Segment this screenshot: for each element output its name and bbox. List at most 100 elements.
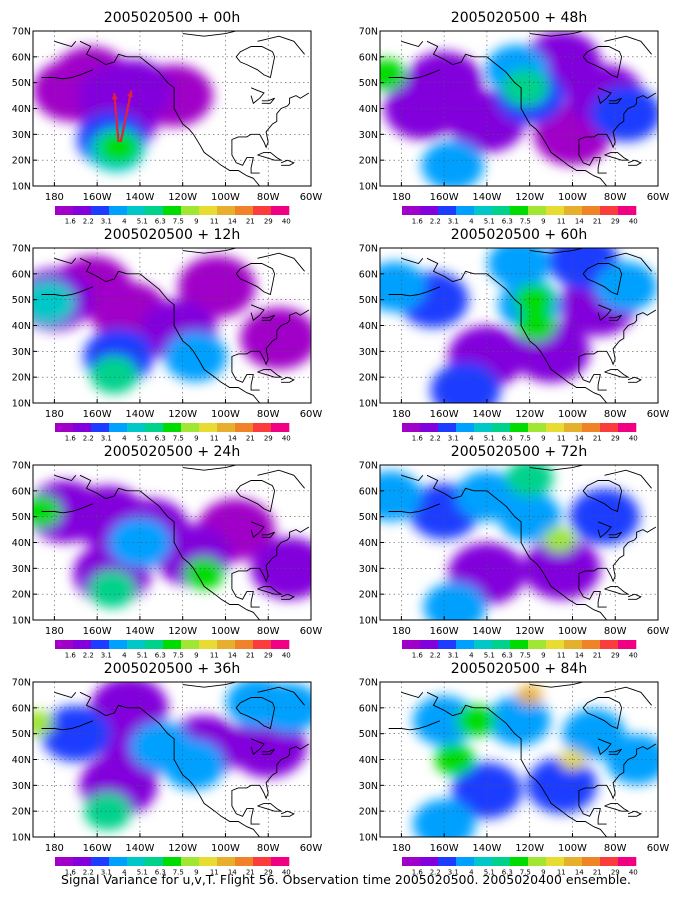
colorbar-swatch <box>145 857 164 866</box>
y-tick-label: 10N <box>12 616 31 627</box>
arrow-head <box>127 90 134 98</box>
y-tick-label: 60N <box>12 269 31 280</box>
variance-blob <box>380 261 427 312</box>
colorbar-swatch <box>181 206 200 215</box>
coastline <box>261 531 275 538</box>
colorbar-swatch <box>55 640 74 649</box>
colorbar-swatch <box>546 423 565 432</box>
colorbar-swatch <box>181 423 200 432</box>
x-tick-label: 180 <box>392 192 411 203</box>
colorbar-label: 9 <box>541 869 545 877</box>
y-tick-label: 30N <box>359 564 378 575</box>
y-tick-label: 50N <box>359 78 378 89</box>
y-tick-label: 70N <box>359 244 378 255</box>
colorbar-label: 6.3 <box>155 652 166 660</box>
colorbar-swatch <box>181 857 200 866</box>
coastline <box>604 686 652 706</box>
colorbar-label: 21 <box>246 652 255 660</box>
colorbar-swatch <box>564 423 583 432</box>
colorbar-label: 2.2 <box>83 218 94 226</box>
colorbar-label: 7.5 <box>173 652 184 660</box>
x-tick-label: 60W <box>300 409 323 420</box>
colorbar-swatch <box>528 857 547 866</box>
y-tick-label: 30N <box>12 564 31 575</box>
colorbar-label: 3.1 <box>101 435 112 443</box>
trajectory-arrow <box>113 92 120 143</box>
colorbar-label: 21 <box>246 435 255 443</box>
colorbar-label: 3.1 <box>448 869 459 877</box>
colorbar-swatch <box>235 640 254 649</box>
map-panel: 2005020500 + 60h 10N 20N 30N 40N 50N 60N 70N 180… <box>359 227 670 443</box>
colorbar-swatch <box>253 206 272 215</box>
y-tick-label: 50N <box>12 512 31 523</box>
colorbar-swatch <box>474 640 493 649</box>
colorbar-label: 11 <box>210 435 219 443</box>
coastline <box>578 92 657 149</box>
y-tick-label: 10N <box>359 182 378 193</box>
colorbar-swatch <box>127 640 146 649</box>
coastline <box>257 368 283 378</box>
colorbar-swatch <box>163 640 182 649</box>
variance-blob <box>523 537 601 600</box>
colorbar-label: 11 <box>557 652 566 660</box>
colorbar-swatch <box>528 206 547 215</box>
coastline <box>257 802 283 812</box>
x-tick-label: 100W <box>558 843 587 854</box>
colorbar-swatch <box>456 423 475 432</box>
coastlines <box>388 248 657 403</box>
coastline <box>280 159 295 166</box>
coastline <box>257 151 283 161</box>
colorbar-swatch <box>456 857 475 866</box>
colorbar-swatch <box>163 423 182 432</box>
x-tick-label: 100W <box>211 626 240 637</box>
coastline <box>79 691 261 837</box>
coastline <box>529 682 584 688</box>
colorbar-swatch <box>217 857 236 866</box>
coastline <box>231 743 310 800</box>
colorbar-swatch <box>582 640 601 649</box>
colorbar-label: 7.5 <box>520 218 531 226</box>
colorbar: 1.6 2.2 3.1 4 5.1 6.3 7.5 9 11 14 21 29 40 <box>55 857 291 877</box>
variance-blob <box>487 695 551 746</box>
coastline <box>280 810 295 817</box>
variance-blob <box>412 695 476 746</box>
colorbar-label: 40 <box>282 435 291 443</box>
colorbar: 1.6 2.2 3.1 4 5.1 6.3 7.5 9 11 14 21 29 40 <box>402 857 638 877</box>
x-tick-label: 140W <box>472 409 501 420</box>
coastline <box>280 376 295 383</box>
colorbar-swatch <box>492 423 511 432</box>
coastlines <box>41 682 310 837</box>
panel-title: 2005020500 + 24h <box>104 444 240 460</box>
y-tick-label: 50N <box>359 729 378 740</box>
variance-blob <box>590 85 658 142</box>
x-tick-label: 60W <box>647 843 670 854</box>
colorbar-swatch <box>235 423 254 432</box>
x-tick-label: 140W <box>472 192 501 203</box>
colorbar-label: 40 <box>629 435 638 443</box>
colorbar-swatch <box>145 423 164 432</box>
coastline <box>231 92 310 149</box>
coastline <box>597 521 612 539</box>
variance-field <box>380 31 658 186</box>
x-tick-label: 140W <box>472 843 501 854</box>
variance-blob <box>90 355 139 394</box>
coastline <box>231 526 310 583</box>
colorbar-swatch <box>109 640 128 649</box>
coastline <box>257 469 305 489</box>
colorbar-label: 3.1 <box>448 435 459 443</box>
coastline <box>257 252 305 272</box>
variance-blob <box>98 131 139 164</box>
colorbar-label: 1.6 <box>412 435 424 443</box>
colorbar-swatch <box>510 206 529 215</box>
colorbar-label: 2.2 <box>83 869 94 877</box>
colorbar-label: 5.1 <box>484 869 495 877</box>
coastline <box>182 682 237 688</box>
y-tick-label: 70N <box>12 244 31 255</box>
x-tick-label: 80W <box>604 626 627 637</box>
x-tick-label: 180 <box>45 192 64 203</box>
map-panel: 2005020500 + 36h 10N 20N 30N 40N 50N 60N 70N 180… <box>12 661 323 877</box>
x-tick-label: 60W <box>300 626 323 637</box>
colorbar-label: 29 <box>264 218 273 226</box>
colorbar-swatch <box>55 206 74 215</box>
colorbar-swatch <box>456 640 475 649</box>
